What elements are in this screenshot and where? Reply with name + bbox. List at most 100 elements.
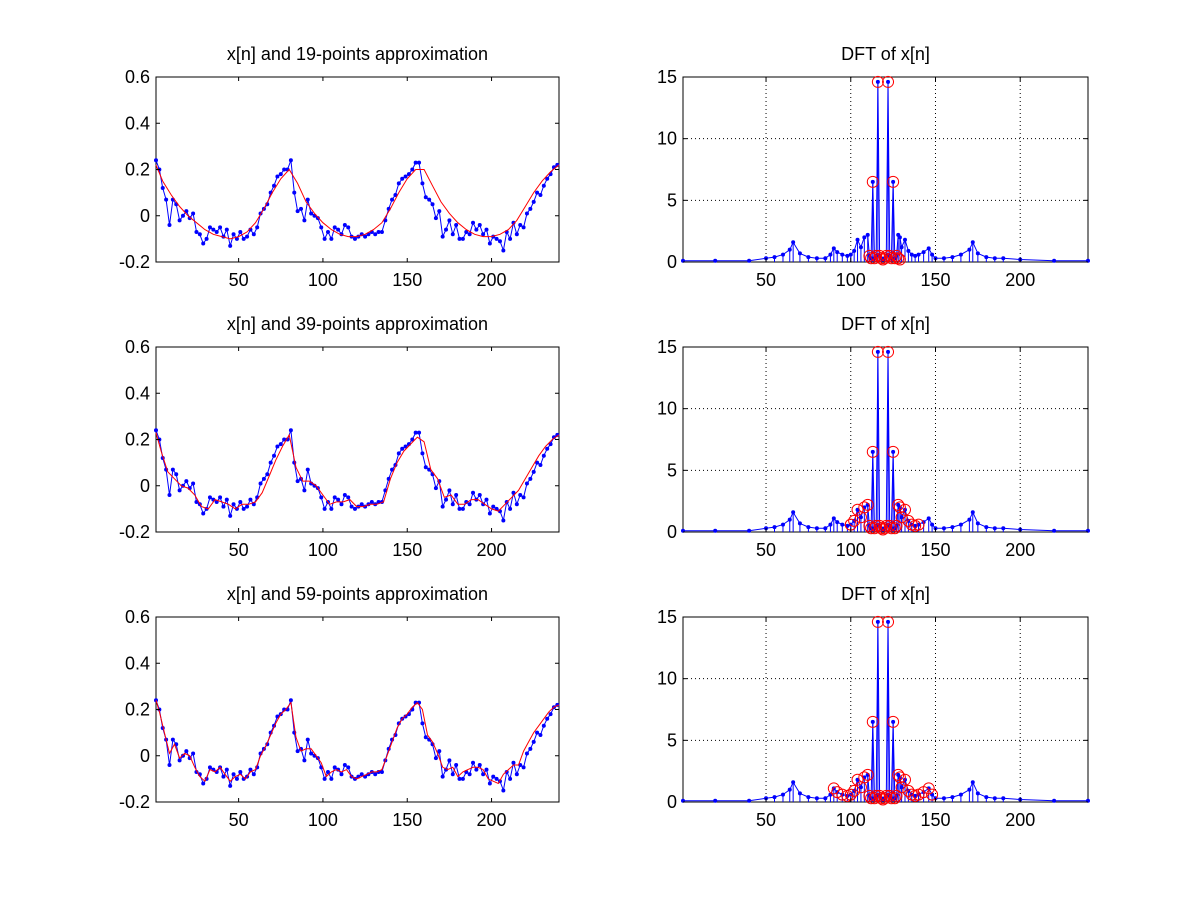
signal-point <box>541 723 546 728</box>
signal-point <box>322 236 327 241</box>
signal-point <box>332 495 337 500</box>
signal-point <box>299 206 304 211</box>
signal-point <box>322 776 327 781</box>
stem-point <box>886 79 891 84</box>
signal-point <box>238 229 243 234</box>
stem-point <box>899 245 904 250</box>
signal-point <box>471 220 476 225</box>
signal-point <box>238 769 243 774</box>
stem-point <box>828 252 833 257</box>
stem-point <box>1001 526 1006 531</box>
x-tick-label: 150 <box>920 810 950 830</box>
signal-point <box>275 444 280 449</box>
selected-coefficient <box>876 793 889 806</box>
selected-coefficient <box>882 615 895 628</box>
x-tick-label: 50 <box>756 540 776 560</box>
signal-point <box>194 499 199 504</box>
y-tick-label: -0.2 <box>119 522 150 542</box>
signal-point <box>191 751 196 756</box>
signal-point <box>531 469 536 474</box>
stem-point <box>891 179 896 184</box>
y-tick-label: 10 <box>657 669 677 689</box>
signal-point <box>154 428 158 433</box>
signal-point <box>322 506 327 511</box>
signal-point <box>339 772 344 777</box>
signal-point <box>538 192 543 197</box>
signal-point <box>288 428 293 433</box>
signal-point <box>420 181 425 186</box>
stem-point <box>992 796 997 801</box>
stem-point <box>772 525 777 530</box>
signal-point <box>359 502 364 507</box>
signal-point <box>474 227 479 232</box>
signal-point <box>518 493 523 497</box>
stem-point <box>1001 796 1006 801</box>
stem-point <box>875 619 880 624</box>
signal-point <box>531 199 536 204</box>
signal-point <box>373 232 378 237</box>
signal-point <box>228 243 233 248</box>
x-tick-label: 150 <box>392 810 422 830</box>
stem-point <box>975 791 980 796</box>
signal-point <box>454 223 459 227</box>
signal-point <box>471 760 476 765</box>
signal-point <box>504 769 509 774</box>
x-tick-label: 150 <box>920 270 950 290</box>
stem-point <box>791 780 796 785</box>
signal-point <box>501 248 506 253</box>
signal-point <box>191 481 196 486</box>
signal-point <box>177 488 182 493</box>
stem-point <box>913 523 918 528</box>
selected-coefficient <box>912 518 925 531</box>
signal-point <box>305 467 310 472</box>
stem-point <box>1052 798 1057 803</box>
subplot-6: 50 100 150 200 0 5 10 15 DFT of x[n] <box>657 584 1090 830</box>
stem-point <box>862 235 867 240</box>
signal-point <box>524 751 529 756</box>
stem-point <box>858 245 863 250</box>
stem-point <box>713 258 718 263</box>
signal-point <box>494 776 499 781</box>
signal-point <box>167 493 172 497</box>
stem-point <box>967 787 972 792</box>
signal-point <box>191 211 196 216</box>
signal-point <box>484 227 489 232</box>
selected-coefficient <box>893 253 906 266</box>
selected-coefficient <box>871 345 884 358</box>
selected-coefficient <box>895 781 908 794</box>
signal-point <box>342 763 347 767</box>
selected-coefficient <box>836 788 849 801</box>
x-tick-label: 50 <box>229 270 249 290</box>
signal-point <box>221 774 226 779</box>
signal-point <box>231 772 236 777</box>
signal-point <box>460 506 465 511</box>
stem-point <box>858 515 863 520</box>
signal-point <box>255 225 260 230</box>
signal-point <box>329 236 334 241</box>
signal-point <box>224 227 229 232</box>
signal-point <box>481 232 486 237</box>
stem-point <box>992 256 997 261</box>
stem-point <box>984 795 989 800</box>
selected-coefficient <box>888 522 901 535</box>
selected-coefficient <box>887 715 900 728</box>
signal-point <box>444 227 449 232</box>
signal-point <box>305 197 310 202</box>
stem-point <box>835 520 840 525</box>
signal-point <box>460 776 465 781</box>
y-tick-label: 0.6 <box>125 607 150 627</box>
signal-point <box>437 749 442 754</box>
signal-point <box>363 234 368 239</box>
signal-point <box>346 225 351 230</box>
subplot-title: x[n] and 59-points approximation <box>227 584 488 604</box>
x-tick-label: 200 <box>477 270 507 290</box>
x-tick-label: 150 <box>392 270 422 290</box>
signal-point <box>410 167 415 172</box>
signal-point <box>218 225 223 230</box>
signal-point <box>501 788 506 793</box>
y-tick-label: 15 <box>657 607 677 627</box>
stem-point <box>870 449 875 454</box>
signal-point <box>430 202 435 207</box>
y-tick-label: 5 <box>667 460 677 480</box>
selected-coefficient <box>848 514 861 527</box>
